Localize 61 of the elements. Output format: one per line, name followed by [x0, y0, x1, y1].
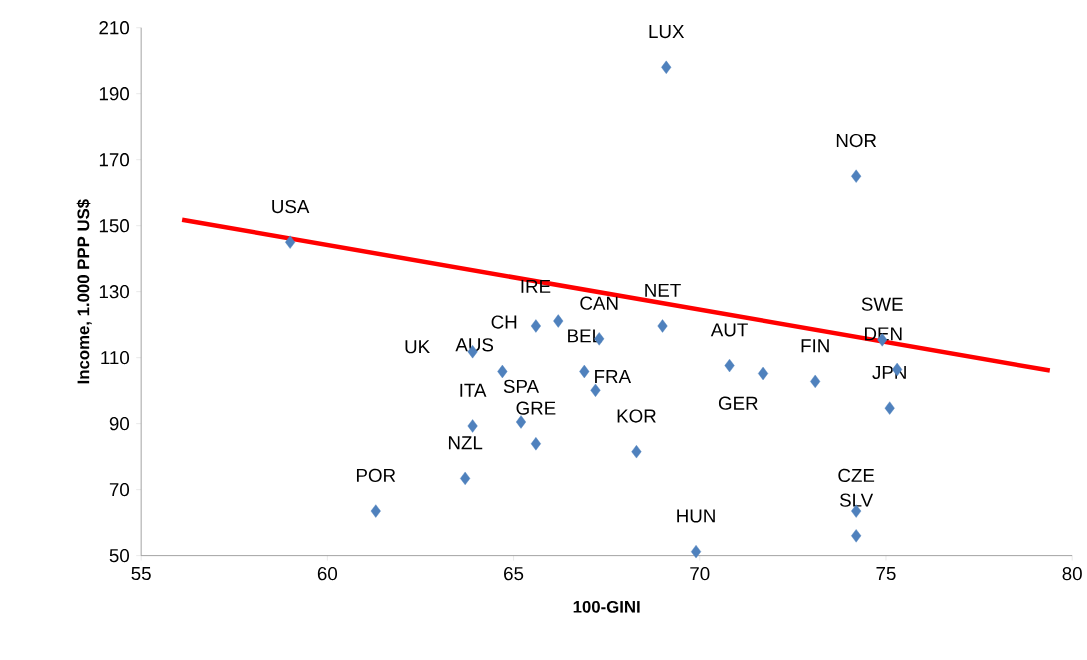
point — [530, 319, 541, 333]
x-tick-label: 65 — [504, 567, 524, 581]
y-tick-label: 90 — [109, 417, 130, 431]
annotation: ITA — [460, 384, 487, 397]
annotation: FIN — [801, 339, 829, 353]
y-tick-label: 130 — [99, 285, 130, 299]
annotation: USA — [272, 200, 310, 214]
point — [590, 383, 601, 398]
point — [579, 365, 590, 379]
point — [661, 60, 672, 75]
annotation: NZL — [448, 436, 483, 450]
annotation: GRE — [516, 401, 556, 415]
point — [884, 401, 895, 415]
x-tick-label: 75 — [876, 567, 896, 581]
annotation: CAN — [580, 296, 618, 311]
point — [497, 365, 508, 379]
y-tick-label: 110 — [101, 351, 130, 365]
x-tick-label: 60 — [317, 567, 338, 581]
annotation: CH — [491, 315, 517, 329]
y-axis-title: Income, 1.000 PPP US$ — [76, 199, 92, 384]
annotation: GER — [718, 396, 758, 411]
annotation: CZE — [838, 468, 875, 483]
x-tick-label: 55 — [131, 567, 151, 581]
point — [631, 445, 642, 459]
annotation: AUT — [710, 323, 748, 337]
y-tick-label: 70 — [109, 483, 130, 497]
point — [370, 504, 381, 518]
point — [851, 529, 862, 543]
annotation: SWE — [861, 297, 903, 312]
annotation: UK — [405, 340, 430, 354]
y-tick-label: 170 — [99, 153, 130, 167]
annotation: SLV — [840, 493, 874, 507]
x-axis-title: 100-GINI — [573, 601, 640, 613]
point — [460, 471, 471, 486]
point — [515, 415, 527, 429]
annotation: DEN — [865, 327, 902, 341]
point — [467, 419, 478, 433]
y-tick-label: 190 — [99, 87, 130, 101]
annotation: SPA — [503, 379, 540, 394]
y-tick-label: 210 — [99, 21, 130, 35]
annotation: KOR — [617, 409, 656, 423]
x-tick-label: 70 — [690, 567, 710, 581]
annotation: HUN — [677, 509, 715, 523]
point — [851, 169, 862, 184]
point — [657, 319, 668, 333]
annotation: LUX — [649, 25, 685, 39]
x-tick-label: 80 — [1062, 567, 1082, 581]
annotation: NOR — [836, 134, 877, 148]
point — [553, 314, 564, 328]
point — [724, 359, 735, 373]
y-tick-label: 150 — [99, 219, 130, 233]
annotation: POR — [356, 468, 396, 483]
annotation: IRE — [521, 280, 551, 293]
point — [810, 374, 821, 389]
point — [758, 367, 769, 381]
point — [691, 545, 702, 559]
annotation: FRA — [595, 370, 632, 384]
annotation: NET — [645, 284, 681, 297]
point — [285, 235, 296, 249]
y-tick-label: 50 — [109, 549, 130, 563]
point — [530, 437, 541, 451]
